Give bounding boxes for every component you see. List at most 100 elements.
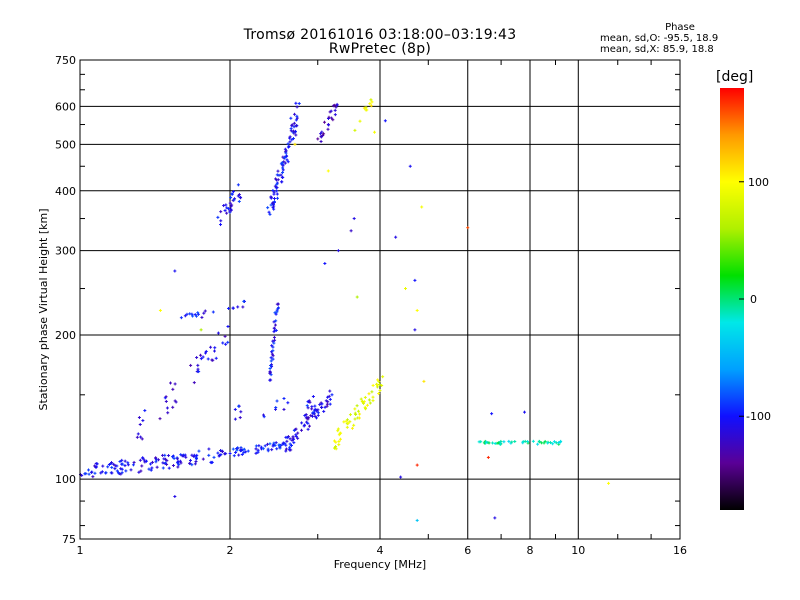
data-point bbox=[170, 455, 174, 459]
data-point bbox=[415, 463, 419, 467]
data-point bbox=[342, 420, 346, 424]
data-point bbox=[261, 413, 265, 417]
data-point bbox=[219, 223, 223, 227]
data-point bbox=[294, 427, 298, 431]
data-point bbox=[233, 417, 237, 421]
data-point bbox=[275, 192, 279, 196]
data-point bbox=[319, 135, 323, 139]
data-point bbox=[237, 404, 241, 408]
data-point bbox=[176, 465, 180, 469]
data-point bbox=[87, 472, 91, 476]
data-point bbox=[216, 331, 220, 335]
data-point bbox=[336, 429, 340, 433]
data-point bbox=[242, 447, 246, 451]
data-point bbox=[281, 168, 285, 172]
data-point bbox=[266, 449, 270, 453]
data-point bbox=[94, 462, 98, 466]
data-point bbox=[139, 435, 143, 439]
data-point bbox=[493, 441, 497, 445]
data-point bbox=[292, 121, 296, 125]
data-point bbox=[316, 411, 320, 415]
data-point bbox=[353, 128, 357, 132]
data-point bbox=[333, 108, 337, 112]
data-point bbox=[549, 441, 553, 445]
data-point bbox=[291, 129, 295, 133]
data-point bbox=[272, 335, 276, 339]
data-point bbox=[106, 465, 110, 469]
data-point bbox=[287, 145, 291, 149]
data-point bbox=[345, 425, 349, 429]
data-point bbox=[225, 211, 229, 215]
data-point bbox=[305, 404, 309, 408]
data-point bbox=[235, 448, 239, 452]
data-point bbox=[365, 108, 369, 112]
data-point bbox=[313, 404, 317, 408]
data-point bbox=[236, 305, 240, 309]
data-point bbox=[422, 379, 426, 383]
data-point bbox=[337, 439, 341, 443]
data-point bbox=[110, 461, 114, 465]
chart-title-line2: RwPretec (8p) bbox=[328, 41, 432, 57]
data-point bbox=[206, 357, 210, 361]
data-point bbox=[211, 310, 215, 314]
data-point bbox=[180, 454, 184, 458]
data-point bbox=[227, 306, 231, 310]
axis-ticks: 1 2 4 6 8 10 16 75 100 200 300 400 500 600 750 bbox=[55, 54, 687, 557]
data-point bbox=[136, 432, 140, 436]
x-tick-label: 16 bbox=[673, 544, 687, 557]
colorbar-tick-label: 0 bbox=[750, 293, 757, 306]
data-point bbox=[290, 123, 294, 127]
data-point bbox=[202, 311, 206, 315]
data-point bbox=[286, 160, 290, 164]
data-point bbox=[290, 138, 294, 142]
data-point bbox=[369, 98, 373, 102]
data-point bbox=[376, 378, 380, 382]
data-point bbox=[353, 417, 357, 421]
data-point bbox=[394, 235, 398, 239]
data-point bbox=[479, 440, 483, 444]
data-point bbox=[229, 204, 233, 208]
phase-stats-x-mode: mean, sd,X: 85.9, 18.8 bbox=[600, 44, 714, 55]
data-point bbox=[207, 453, 211, 457]
data-point bbox=[219, 219, 223, 223]
data-point bbox=[403, 287, 407, 291]
data-point bbox=[346, 421, 350, 425]
data-point bbox=[542, 441, 546, 445]
data-point bbox=[363, 407, 367, 411]
data-point bbox=[361, 400, 365, 404]
data-point bbox=[285, 439, 289, 443]
data-point bbox=[226, 207, 230, 211]
data-point bbox=[121, 462, 125, 466]
data-point bbox=[194, 460, 198, 464]
data-point bbox=[300, 428, 304, 432]
data-point bbox=[226, 324, 230, 328]
data-point bbox=[228, 209, 232, 213]
data-point bbox=[241, 305, 245, 309]
data-point bbox=[231, 447, 235, 451]
plot-frame bbox=[79, 59, 681, 540]
data-point bbox=[369, 104, 373, 108]
data-point bbox=[334, 105, 338, 109]
data-point bbox=[320, 406, 324, 410]
data-point bbox=[282, 396, 286, 400]
data-point bbox=[149, 468, 153, 472]
data-point bbox=[226, 340, 230, 344]
data-point bbox=[172, 456, 176, 460]
data-point bbox=[284, 449, 288, 453]
data-point bbox=[336, 427, 340, 431]
data-point bbox=[232, 198, 236, 202]
y-tick-label: 750 bbox=[55, 54, 76, 67]
data-point bbox=[145, 459, 149, 463]
data-point bbox=[271, 201, 275, 205]
data-point bbox=[273, 443, 277, 447]
data-point bbox=[232, 454, 236, 458]
data-point bbox=[100, 470, 104, 474]
data-point bbox=[191, 314, 195, 318]
data-point bbox=[308, 400, 312, 404]
data-point bbox=[415, 518, 419, 522]
data-point bbox=[223, 334, 227, 338]
data-point bbox=[141, 419, 145, 423]
data-point bbox=[124, 469, 128, 473]
data-point bbox=[356, 409, 360, 413]
data-point bbox=[273, 338, 277, 342]
